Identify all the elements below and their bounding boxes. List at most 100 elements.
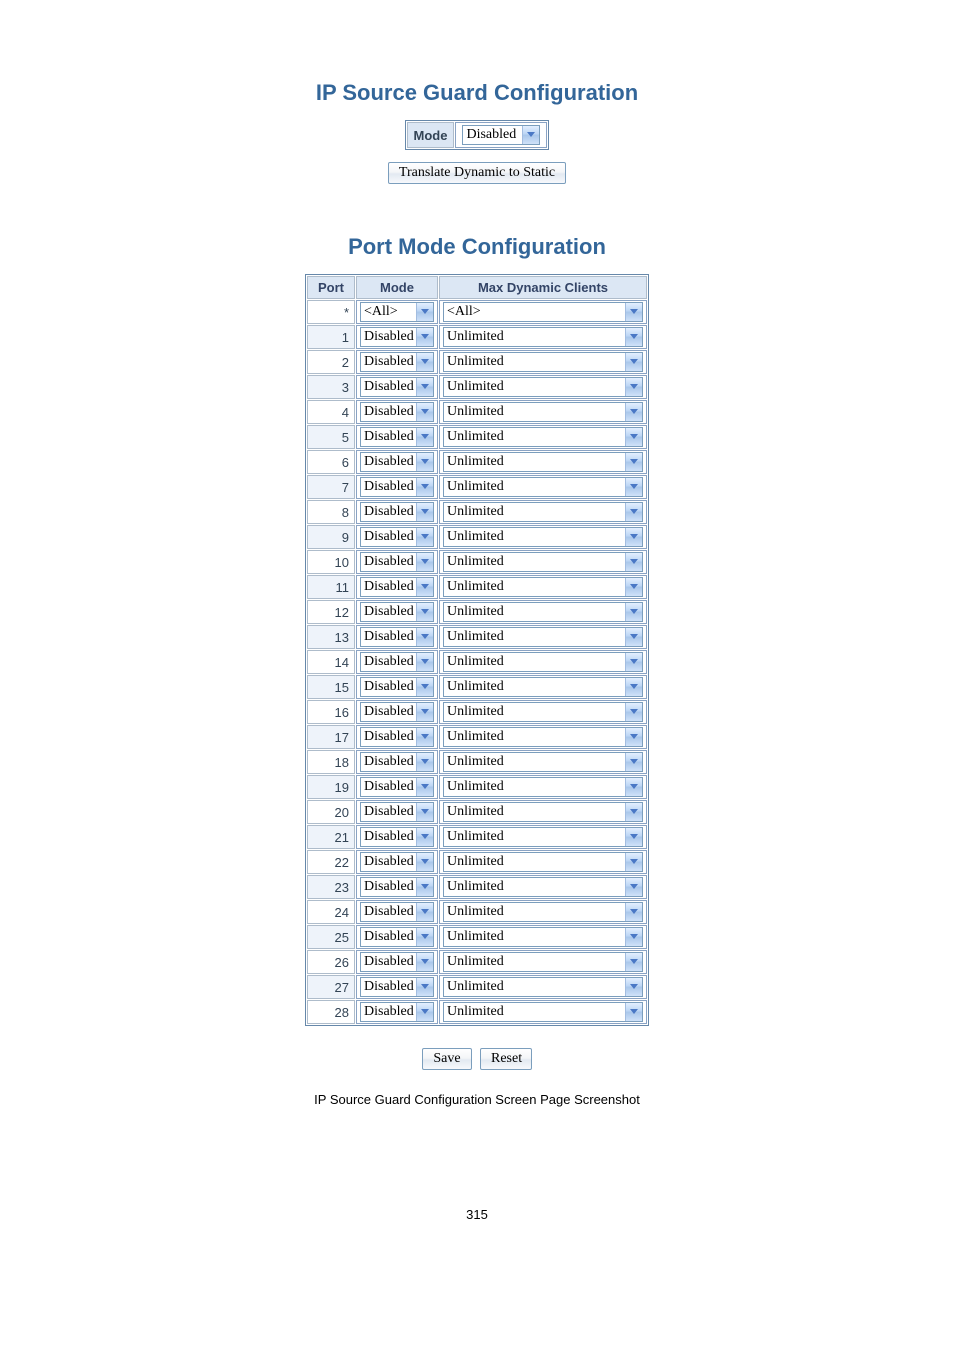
port-max-select-value: Unlimited bbox=[447, 829, 504, 845]
chevron-down-icon bbox=[416, 678, 433, 696]
port-mode-select[interactable]: Disabled bbox=[360, 977, 434, 997]
port-max-select-value: Unlimited bbox=[447, 529, 504, 545]
port-mode-select-value: Disabled bbox=[364, 629, 414, 645]
port-max-select[interactable]: Unlimited bbox=[443, 677, 643, 697]
save-button[interactable]: Save bbox=[422, 1048, 472, 1070]
port-max-select[interactable]: Unlimited bbox=[443, 327, 643, 347]
chevron-down-icon bbox=[416, 628, 433, 646]
port-mode-select-value: Disabled bbox=[364, 379, 414, 395]
global-mode-label: Mode bbox=[407, 122, 455, 148]
port-max-select[interactable]: Unlimited bbox=[443, 602, 643, 622]
port-max-select-value: Unlimited bbox=[447, 604, 504, 620]
port-mode-select-value: Disabled bbox=[364, 904, 414, 920]
port-max-select[interactable]: Unlimited bbox=[443, 377, 643, 397]
port-number: 8 bbox=[307, 500, 355, 524]
chevron-down-icon bbox=[416, 403, 433, 421]
port-max-select[interactable]: Unlimited bbox=[443, 827, 643, 847]
port-max-select[interactable]: Unlimited bbox=[443, 702, 643, 722]
chevron-down-icon bbox=[416, 603, 433, 621]
port-mode-select[interactable]: Disabled bbox=[360, 702, 434, 722]
port-max-select[interactable]: Unlimited bbox=[443, 427, 643, 447]
port-mode-select[interactable]: Disabled bbox=[360, 1002, 434, 1022]
chevron-down-icon bbox=[416, 703, 433, 721]
port-mode-select[interactable]: Disabled bbox=[360, 577, 434, 597]
port-max-select[interactable]: Unlimited bbox=[443, 627, 643, 647]
port-number: 15 bbox=[307, 675, 355, 699]
chevron-down-icon bbox=[416, 378, 433, 396]
port-max-select-value: Unlimited bbox=[447, 904, 504, 920]
port-max-select[interactable]: Unlimited bbox=[443, 352, 643, 372]
port-number: 25 bbox=[307, 925, 355, 949]
port-mode-select[interactable]: Disabled bbox=[360, 602, 434, 622]
port-max-select[interactable]: Unlimited bbox=[443, 1002, 643, 1022]
chevron-down-icon bbox=[416, 853, 433, 871]
port-mode-select[interactable]: Disabled bbox=[360, 327, 434, 347]
col-port-header: Port bbox=[307, 276, 355, 299]
port-max-select-value: Unlimited bbox=[447, 804, 504, 820]
chevron-down-icon bbox=[625, 328, 642, 346]
port-max-select[interactable]: Unlimited bbox=[443, 977, 643, 997]
port-mode-select[interactable]: Disabled bbox=[360, 527, 434, 547]
port-number: 21 bbox=[307, 825, 355, 849]
port-mode-select[interactable]: Disabled bbox=[360, 827, 434, 847]
chevron-down-icon bbox=[625, 828, 642, 846]
chevron-down-icon bbox=[625, 953, 642, 971]
port-max-select[interactable]: Unlimited bbox=[443, 777, 643, 797]
port-mode-select[interactable]: Disabled bbox=[360, 352, 434, 372]
reset-button[interactable]: Reset bbox=[480, 1048, 532, 1070]
table-row: 16DisabledUnlimited bbox=[307, 700, 647, 724]
port-max-select[interactable]: Unlimited bbox=[443, 952, 643, 972]
port-mode-select[interactable]: Disabled bbox=[360, 952, 434, 972]
port-mode-select[interactable]: Disabled bbox=[360, 777, 434, 797]
port-mode-select[interactable]: Disabled bbox=[360, 502, 434, 522]
port-max-select[interactable]: Unlimited bbox=[443, 452, 643, 472]
translate-dynamic-button[interactable]: Translate Dynamic to Static bbox=[388, 162, 566, 184]
port-max-select[interactable]: Unlimited bbox=[443, 527, 643, 547]
port-max-select[interactable]: Unlimited bbox=[443, 577, 643, 597]
port-number: 23 bbox=[307, 875, 355, 899]
port-mode-select[interactable]: Disabled bbox=[360, 552, 434, 572]
col-max-header: Max Dynamic Clients bbox=[439, 276, 647, 299]
port-mode-select[interactable]: Disabled bbox=[360, 852, 434, 872]
chevron-down-icon bbox=[416, 953, 433, 971]
port-mode-select[interactable]: Disabled bbox=[360, 477, 434, 497]
page-number: 315 bbox=[466, 1207, 488, 1222]
port-mode-select[interactable]: Disabled bbox=[360, 802, 434, 822]
port-max-select[interactable]: Unlimited bbox=[443, 927, 643, 947]
port-mode-select[interactable]: Disabled bbox=[360, 402, 434, 422]
port-mode-select[interactable]: Disabled bbox=[360, 677, 434, 697]
port-mode-select[interactable]: Disabled bbox=[360, 727, 434, 747]
chevron-down-icon bbox=[625, 578, 642, 596]
port-max-select[interactable]: Unlimited bbox=[443, 727, 643, 747]
chevron-down-icon bbox=[625, 653, 642, 671]
port-max-select-all[interactable]: <All> bbox=[443, 302, 643, 322]
port-mode-select[interactable]: Disabled bbox=[360, 752, 434, 772]
port-mode-select[interactable]: Disabled bbox=[360, 927, 434, 947]
global-mode-table: Mode Disabled bbox=[405, 120, 550, 150]
port-mode-select-all[interactable]: <All> bbox=[360, 302, 434, 322]
port-max-select-value: Unlimited bbox=[447, 779, 504, 795]
port-mode-select[interactable]: Disabled bbox=[360, 627, 434, 647]
port-mode-select-value: Disabled bbox=[364, 454, 414, 470]
port-mode-select[interactable]: Disabled bbox=[360, 652, 434, 672]
table-row: 18DisabledUnlimited bbox=[307, 750, 647, 774]
port-max-select[interactable]: Unlimited bbox=[443, 652, 643, 672]
port-mode-select[interactable]: Disabled bbox=[360, 877, 434, 897]
port-mode-select[interactable]: Disabled bbox=[360, 427, 434, 447]
chevron-down-icon bbox=[625, 703, 642, 721]
port-max-select[interactable]: Unlimited bbox=[443, 402, 643, 422]
port-mode-select[interactable]: Disabled bbox=[360, 377, 434, 397]
port-max-select[interactable]: Unlimited bbox=[443, 902, 643, 922]
port-number: 9 bbox=[307, 525, 355, 549]
port-max-select[interactable]: Unlimited bbox=[443, 852, 643, 872]
port-max-select[interactable]: Unlimited bbox=[443, 802, 643, 822]
port-max-select[interactable]: Unlimited bbox=[443, 752, 643, 772]
global-mode-select[interactable]: Disabled bbox=[462, 125, 540, 145]
chevron-down-icon bbox=[416, 353, 433, 371]
port-mode-select[interactable]: Disabled bbox=[360, 902, 434, 922]
port-max-select[interactable]: Unlimited bbox=[443, 877, 643, 897]
port-max-select[interactable]: Unlimited bbox=[443, 477, 643, 497]
port-mode-select[interactable]: Disabled bbox=[360, 452, 434, 472]
port-max-select[interactable]: Unlimited bbox=[443, 502, 643, 522]
port-max-select[interactable]: Unlimited bbox=[443, 552, 643, 572]
